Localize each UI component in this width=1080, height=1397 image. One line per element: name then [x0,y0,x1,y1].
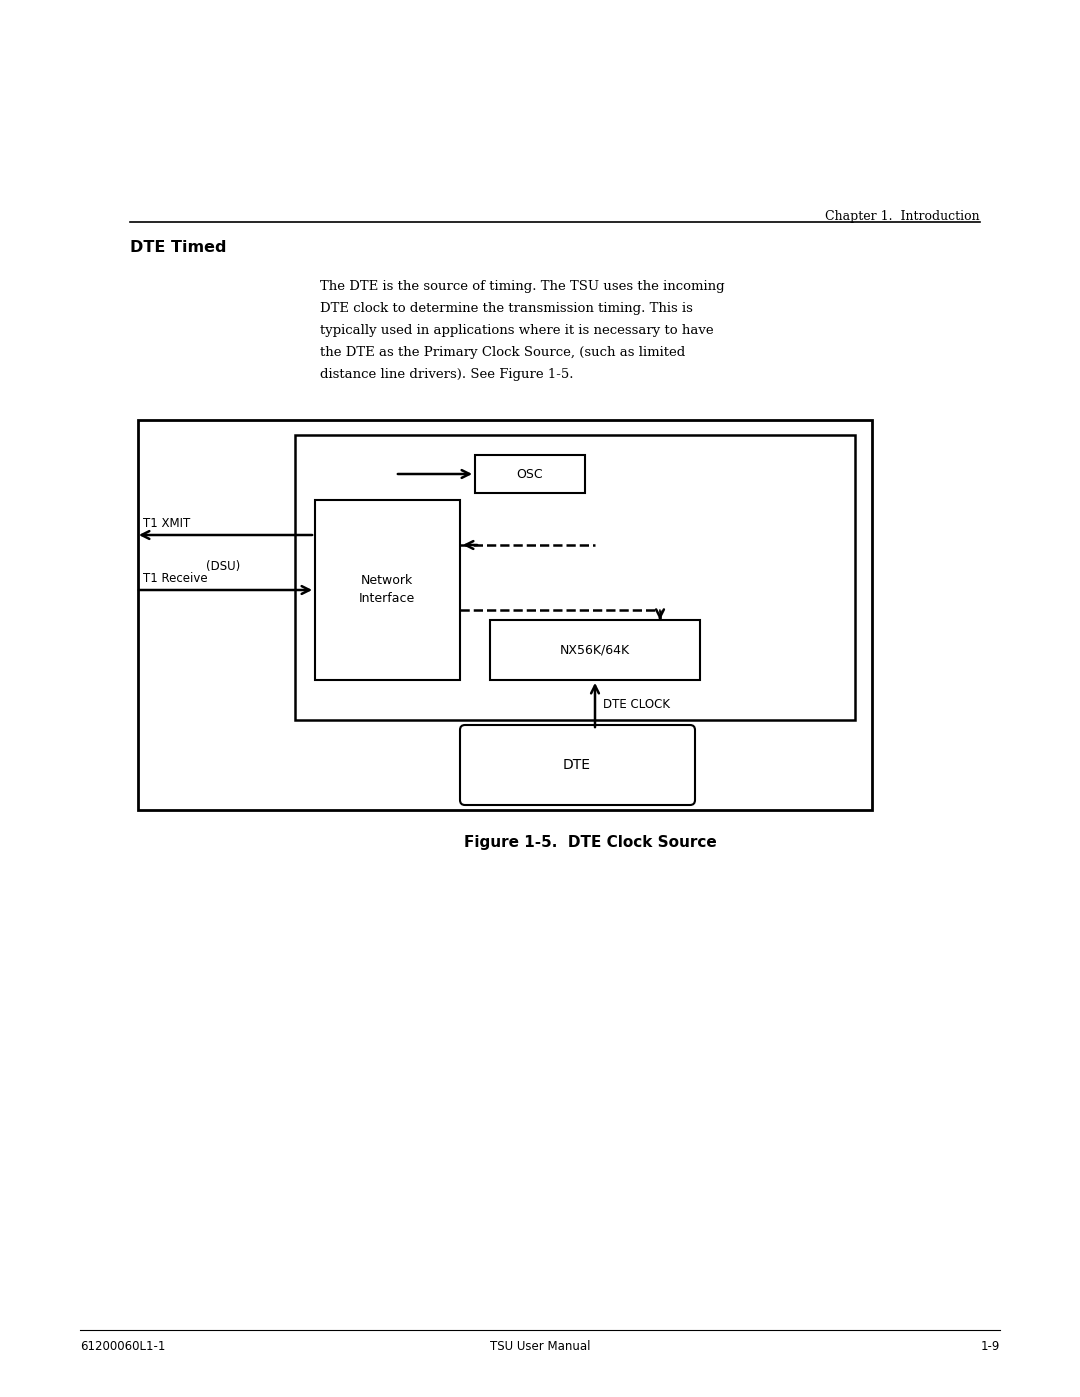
Bar [490,620,700,680]
Text: the DTE as the Primary Clock Source, (such as limited: the DTE as the Primary Clock Source, (su… [320,346,685,359]
Bar [138,420,872,810]
Text: T1 Receive: T1 Receive [143,571,207,585]
Text: The DTE is the source of timing. The TSU uses the incoming: The DTE is the source of timing. The TSU… [320,279,725,293]
Bar [315,500,460,680]
Text: Chapter 1.  Introduction: Chapter 1. Introduction [825,210,980,224]
Text: DTE: DTE [563,759,591,773]
Bar [475,455,585,493]
Text: T1 XMIT: T1 XMIT [143,517,190,529]
Bar [295,434,855,719]
Text: (DSU): (DSU) [206,560,240,573]
Text: NX56K/64K: NX56K/64K [559,644,630,657]
Text: OSC: OSC [516,468,543,481]
Text: 61200060L1-1: 61200060L1-1 [80,1340,165,1354]
Text: DTE clock to determine the transmission timing. This is: DTE clock to determine the transmission … [320,302,693,314]
Text: typically used in applications where it is necessary to have: typically used in applications where it … [320,324,714,337]
Text: distance line drivers). See Figure 1-5.: distance line drivers). See Figure 1-5. [320,367,573,381]
Text: TSU User Manual: TSU User Manual [489,1340,591,1354]
Text: 1-9: 1-9 [981,1340,1000,1354]
Text: DTE CLOCK: DTE CLOCK [603,698,670,711]
Text: DTE Timed: DTE Timed [130,240,227,256]
Text: Network: Network [361,574,414,587]
FancyBboxPatch shape [460,725,696,805]
Text: Interface: Interface [359,591,415,605]
Text: Figure 1-5.  DTE Clock Source: Figure 1-5. DTE Clock Source [463,835,716,849]
